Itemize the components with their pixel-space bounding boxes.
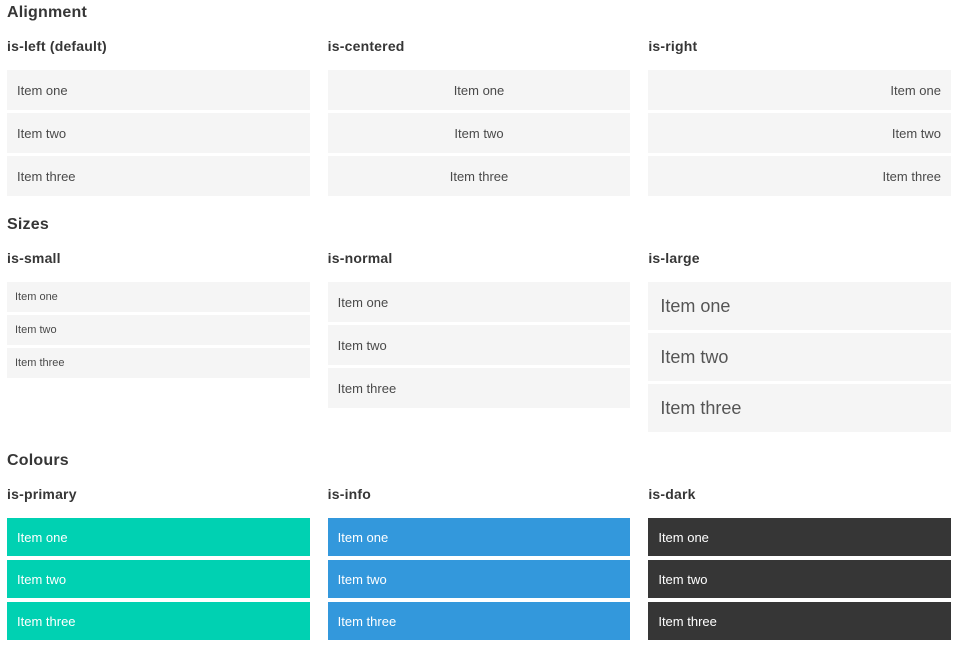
column-is-dark: is-dark Item one Item two Item three — [648, 469, 951, 644]
item-list-info: Item one Item two Item three — [327, 518, 631, 640]
item-list-left: Item one Item two Item three — [7, 70, 310, 196]
list-item[interactable]: Item two — [648, 560, 951, 598]
column-is-small: is-small Item one Item two Item three — [7, 233, 310, 381]
variant-heading-is-centered: is-centered — [327, 38, 405, 54]
list-item[interactable]: Item two — [7, 560, 310, 598]
list-item[interactable]: Item two — [648, 113, 951, 153]
section-colours: Colours is-primary Item one Item two Ite… — [7, 453, 951, 644]
column-is-centered: is-centered Item one Item two Item three — [327, 21, 631, 199]
column-is-primary: is-primary Item one Item two Item three — [7, 469, 310, 644]
list-item[interactable]: Item one — [648, 70, 951, 110]
variant-heading-is-large: is-large — [648, 250, 700, 266]
list-item[interactable]: Item one — [327, 70, 631, 110]
variant-heading-is-dark: is-dark — [648, 486, 696, 502]
list-item[interactable]: Item one — [7, 282, 310, 312]
section-sizes: Sizes is-small Item one Item two Item th… — [7, 217, 951, 435]
list-item[interactable]: Item three — [327, 156, 631, 196]
item-list-large: Item one Item two Item three — [648, 282, 951, 432]
list-item[interactable]: Item one — [327, 518, 631, 556]
item-list-normal: Item one Item two Item three — [327, 282, 631, 408]
list-item[interactable]: Item two — [327, 325, 631, 365]
alignment-columns: is-left (default) Item one Item two Item… — [7, 21, 951, 199]
variant-heading-is-right: is-right — [648, 38, 698, 54]
column-is-left: is-left (default) Item one Item two Item… — [7, 21, 310, 199]
item-list-centered: Item one Item two Item three — [327, 70, 631, 196]
list-item[interactable]: Item three — [7, 348, 310, 378]
item-list-small: Item one Item two Item three — [7, 282, 310, 378]
column-is-right: is-right Item one Item two Item three — [648, 21, 951, 199]
list-item[interactable]: Item three — [7, 602, 310, 640]
list-item[interactable]: Item two — [7, 113, 310, 153]
item-list-right: Item one Item two Item three — [648, 70, 951, 196]
list-item[interactable]: Item three — [327, 368, 631, 408]
colours-columns: is-primary Item one Item two Item three … — [7, 469, 951, 644]
list-item[interactable]: Item two — [327, 560, 631, 598]
section-alignment: Alignment is-left (default) Item one Ite… — [7, 5, 951, 199]
list-item[interactable]: Item three — [7, 156, 310, 196]
variant-heading-is-left: is-left (default) — [7, 38, 107, 54]
list-item[interactable]: Item one — [648, 518, 951, 556]
column-is-info: is-info Item one Item two Item three — [327, 469, 631, 644]
section-title-colours: Colours — [7, 452, 69, 469]
list-item[interactable]: Item three — [648, 156, 951, 196]
list-item[interactable]: Item three — [648, 384, 951, 432]
list-item[interactable]: Item one — [327, 282, 631, 322]
column-is-normal: is-normal Item one Item two Item three — [327, 233, 631, 411]
item-list-dark: Item one Item two Item three — [648, 518, 951, 640]
list-item[interactable]: Item two — [7, 315, 310, 345]
section-title-sizes: Sizes — [7, 216, 49, 233]
list-item[interactable]: Item one — [7, 518, 310, 556]
sizes-columns: is-small Item one Item two Item three is… — [7, 233, 951, 435]
item-list-primary: Item one Item two Item three — [7, 518, 310, 640]
list-item[interactable]: Item one — [648, 282, 951, 330]
list-item[interactable]: Item three — [327, 602, 631, 640]
variant-heading-is-primary: is-primary — [7, 486, 77, 502]
column-is-large: is-large Item one Item two Item three — [648, 233, 951, 435]
list-item[interactable]: Item one — [7, 70, 310, 110]
variant-heading-is-info: is-info — [327, 486, 372, 502]
list-item[interactable]: Item two — [648, 333, 951, 381]
variant-heading-is-small: is-small — [7, 250, 61, 266]
list-item[interactable]: Item two — [327, 113, 631, 153]
section-title-alignment: Alignment — [7, 4, 88, 21]
variant-heading-is-normal: is-normal — [327, 250, 393, 266]
list-item[interactable]: Item three — [648, 602, 951, 640]
